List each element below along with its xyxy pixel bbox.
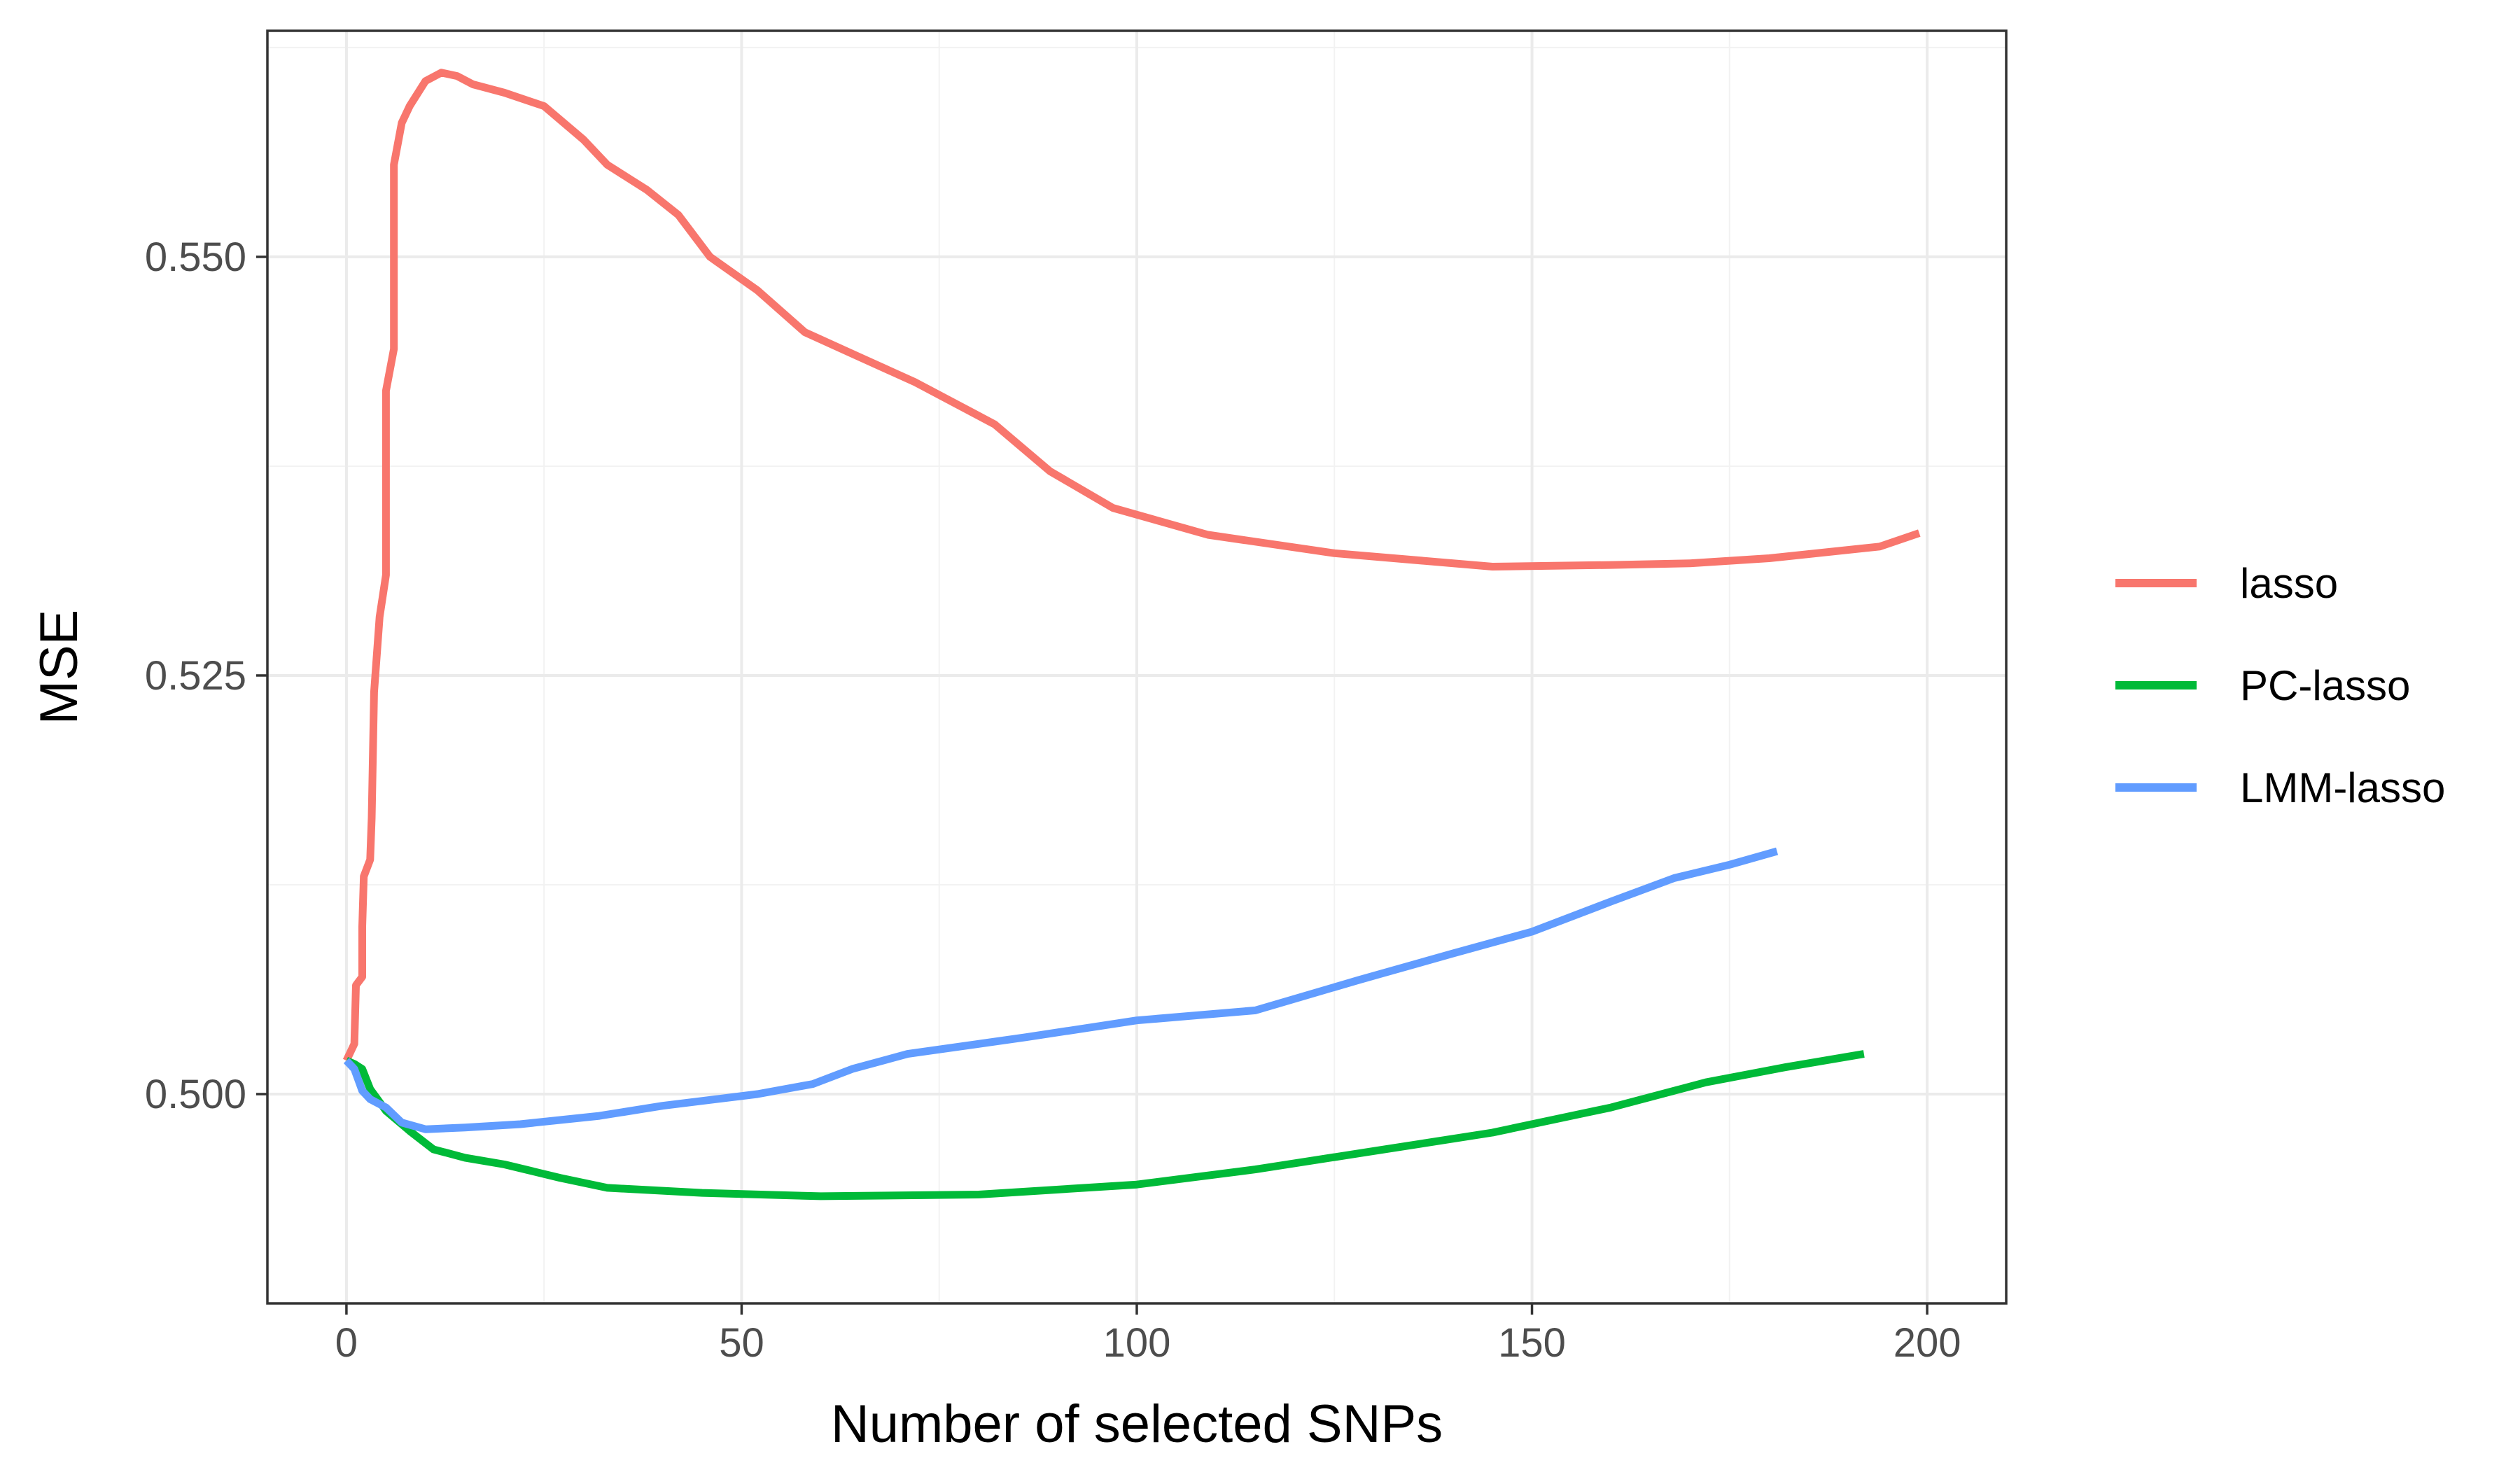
legend-label-lmm-lasso: LMM-lasso — [2240, 764, 2445, 811]
y-axis: 0.500 0.525 0.550 — [145, 234, 267, 1117]
x-tick-label: 200 — [1893, 1320, 1961, 1366]
legend-label-pc-lasso: PC-lasso — [2240, 662, 2410, 709]
y-tick-label: 0.550 — [145, 234, 246, 280]
x-tick-label: 50 — [719, 1320, 764, 1366]
x-tick-label: 100 — [1103, 1320, 1171, 1366]
x-tick-label: 150 — [1498, 1320, 1566, 1366]
y-tick-label: 0.525 — [145, 653, 246, 699]
series-line-lmm-lasso — [343, 847, 1779, 1133]
x-tick-label: 0 — [335, 1320, 358, 1366]
x-axis: 0 50 100 150 200 — [335, 1303, 1961, 1366]
legend: lasso PC-lasso LMM-lasso — [2115, 560, 2445, 811]
legend-label-lasso: lasso — [2240, 560, 2338, 607]
y-axis-title: MSE — [29, 610, 89, 725]
y-tick-label: 0.500 — [145, 1072, 246, 1117]
x-axis-title: Number of selected SNPs — [831, 1394, 1443, 1454]
series-layer — [342, 69, 1921, 1200]
series-line-lasso — [342, 69, 1921, 1063]
grid-major — [267, 31, 2006, 1303]
